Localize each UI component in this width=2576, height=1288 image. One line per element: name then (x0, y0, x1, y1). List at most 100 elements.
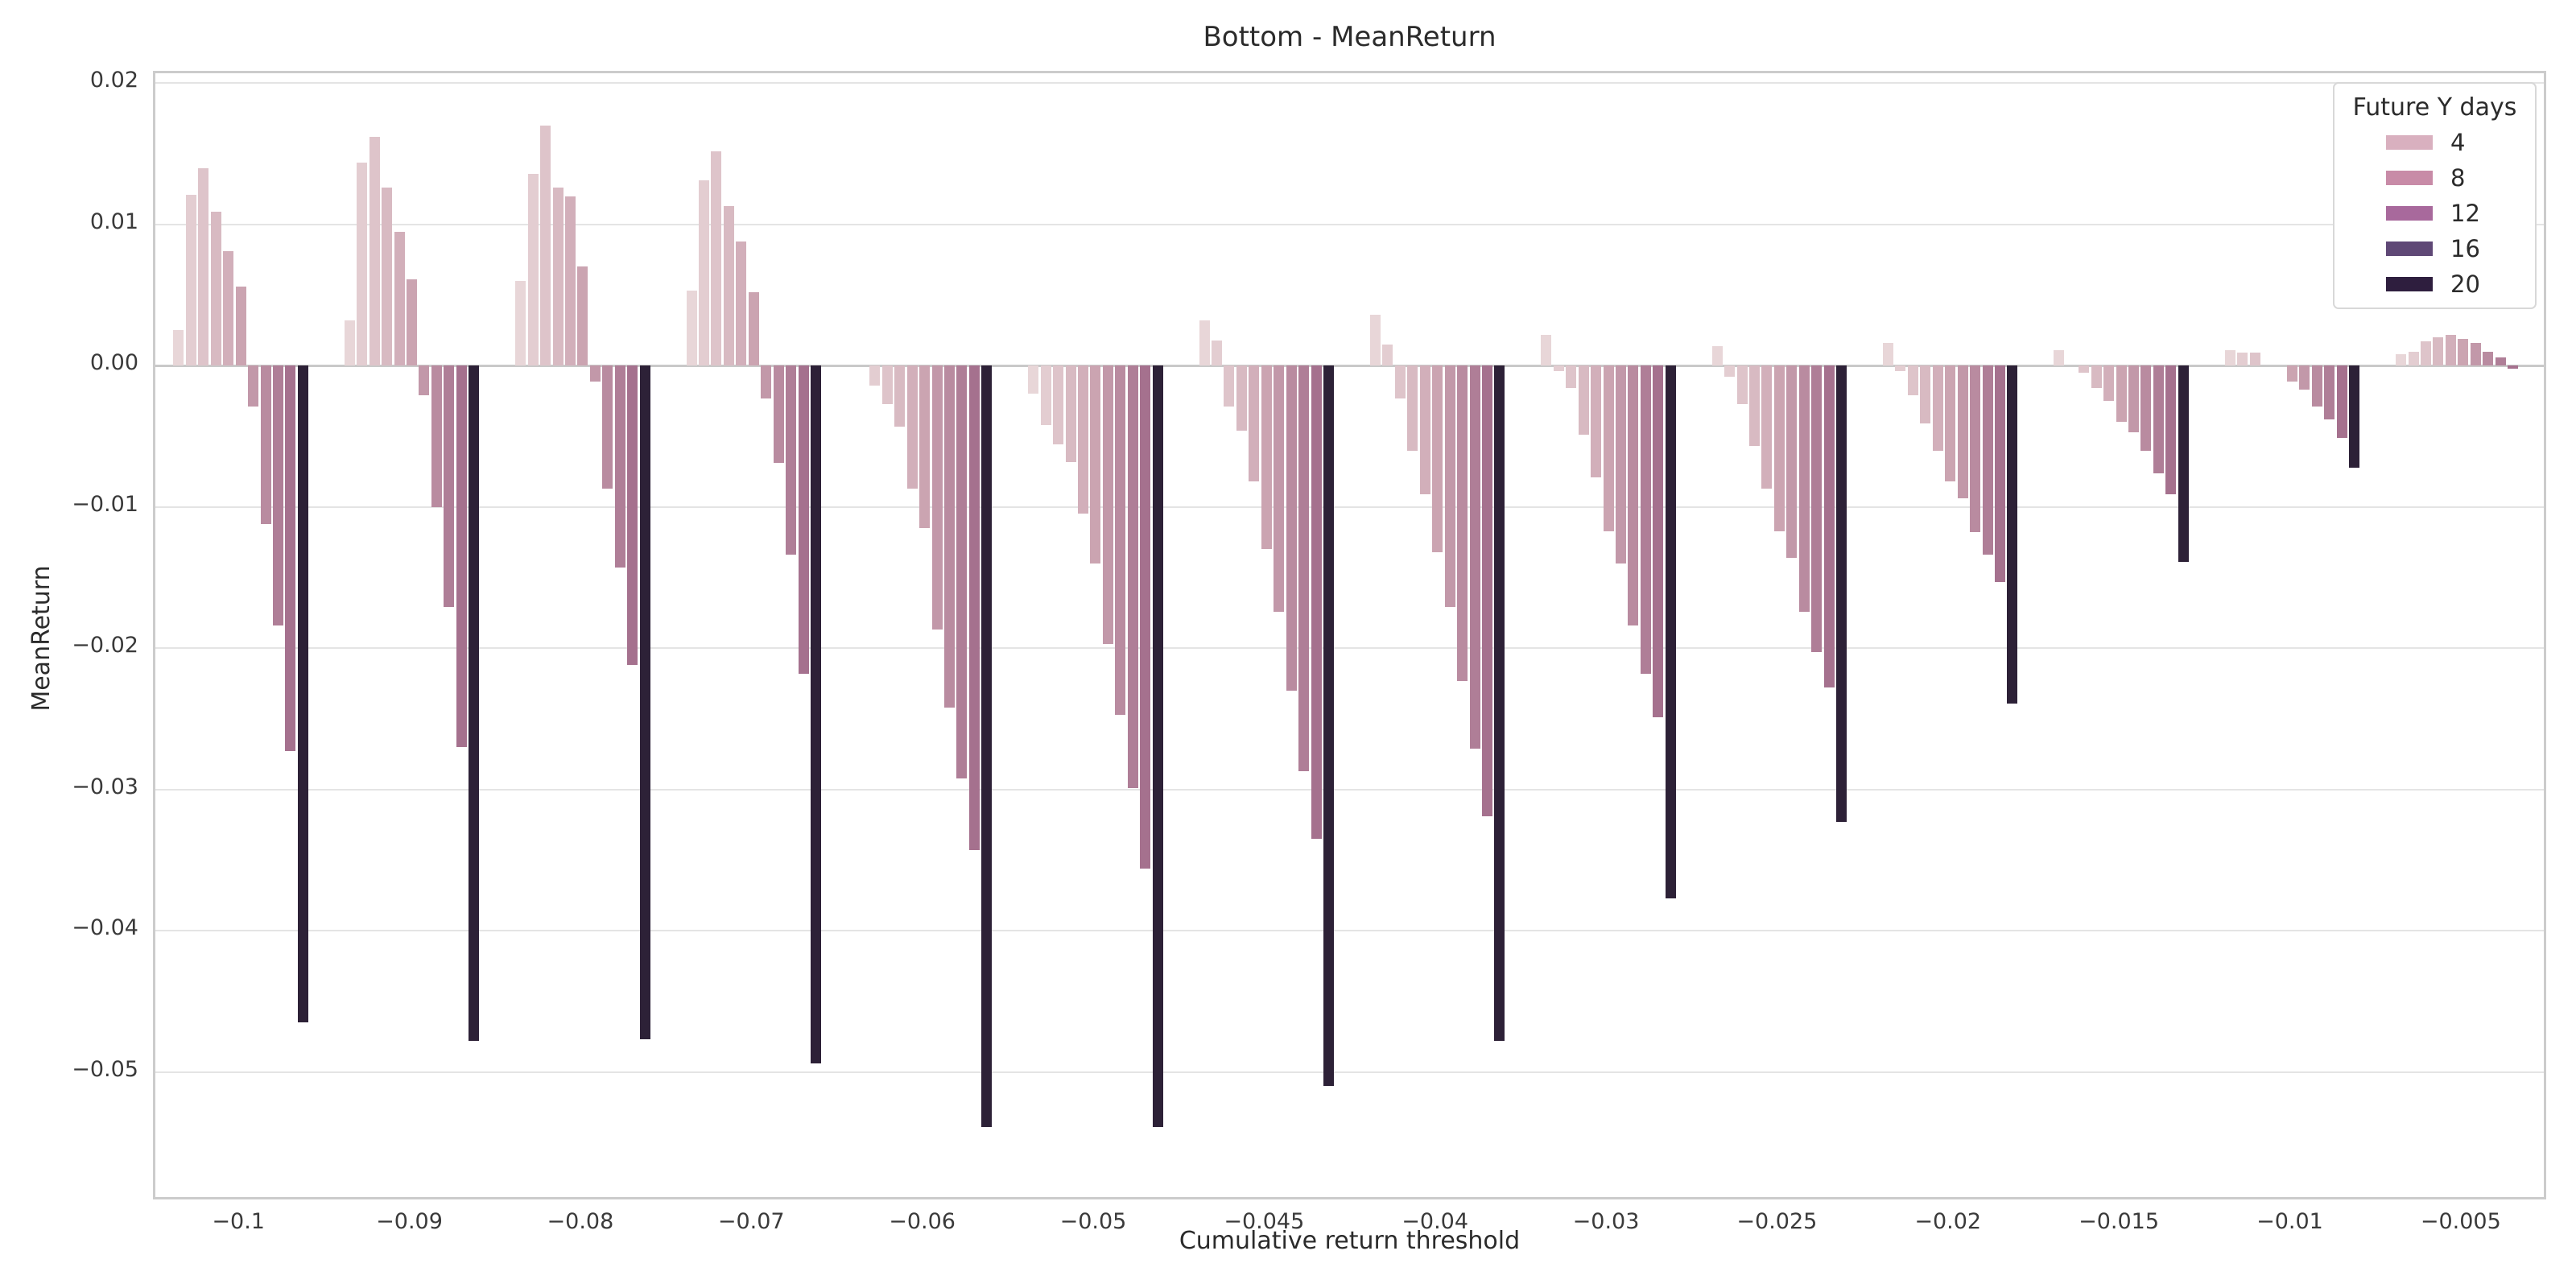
bar (1761, 365, 1773, 489)
bar (273, 365, 283, 626)
bar (1274, 365, 1285, 612)
bar (1798, 365, 1810, 612)
bar (723, 205, 734, 366)
legend-entry: 4 (2334, 130, 2535, 155)
legend-entry-label: 12 (2450, 200, 2480, 227)
bar (1028, 365, 1039, 394)
bar (260, 365, 271, 524)
bar (1640, 365, 1651, 674)
bar (1653, 365, 1664, 718)
bar (469, 365, 480, 1041)
bar (1102, 365, 1113, 644)
bar (1578, 365, 1589, 436)
plot-area (153, 71, 2546, 1199)
bar (1566, 365, 1577, 389)
bar (2324, 365, 2335, 419)
legend-entry-label: 8 (2450, 164, 2466, 192)
bar (552, 188, 564, 366)
bar (2458, 338, 2469, 366)
bar (1945, 365, 1956, 482)
bar (2103, 365, 2115, 402)
legend: Future Y days 4 8 12 16 20 (2333, 82, 2537, 309)
bar (407, 279, 418, 366)
bar (1369, 315, 1381, 366)
gridline (155, 223, 2544, 225)
bar (1541, 334, 1552, 366)
bar (1199, 320, 1210, 366)
bar (2508, 365, 2519, 369)
legend-swatch (2386, 242, 2433, 256)
y-tick-label: −0.01 (72, 491, 138, 517)
bar (1724, 365, 1736, 378)
bar (344, 320, 355, 366)
bar (2054, 349, 2065, 366)
bar (431, 365, 442, 507)
bar (1749, 365, 1760, 447)
bar (1394, 365, 1406, 398)
x-tick-label: −0.1 (212, 1209, 265, 1234)
bar (1773, 365, 1785, 531)
bar (1995, 365, 2006, 582)
bar (2299, 365, 2310, 390)
x-tick-label: −0.06 (889, 1209, 956, 1234)
legend-entry: 20 (2334, 272, 2535, 296)
bar (1494, 365, 1505, 1041)
bar (1286, 365, 1297, 691)
bar (2408, 351, 2419, 366)
bar (2140, 365, 2152, 451)
bar (810, 365, 821, 1064)
bar (2336, 365, 2347, 438)
bar (1615, 365, 1626, 564)
bar (357, 162, 368, 366)
x-tick-label: −0.05 (1059, 1209, 1127, 1234)
bar (444, 365, 455, 608)
bar (2116, 365, 2127, 423)
legend-entry-label: 16 (2450, 235, 2480, 262)
bar (639, 365, 650, 1040)
bar (943, 365, 955, 708)
zero-gridline (155, 365, 2544, 368)
legend-entry: 8 (2334, 166, 2535, 190)
bar (248, 365, 259, 407)
bar (1907, 365, 1918, 396)
bar (1481, 365, 1492, 816)
bar (2396, 354, 2407, 366)
x-tick-label: −0.005 (2420, 1209, 2501, 1234)
y-tick-label: 0.00 (89, 350, 138, 376)
bar (1065, 365, 1076, 462)
bar (1382, 344, 1393, 366)
legend-swatch (2386, 206, 2433, 221)
bar (761, 365, 772, 398)
bar (2178, 365, 2189, 563)
bar (2420, 341, 2431, 366)
bar (2483, 351, 2494, 366)
gridline (155, 930, 2544, 932)
bar (602, 365, 613, 489)
bar (894, 365, 906, 427)
x-tick-label: −0.025 (1736, 1209, 1818, 1234)
bar (1298, 365, 1310, 771)
bar (1957, 365, 1968, 499)
bar (2470, 343, 2481, 366)
bar (2445, 334, 2456, 366)
bar (1432, 365, 1443, 552)
bar (798, 365, 809, 674)
bar (1970, 365, 1981, 533)
bar (748, 291, 759, 366)
bar (1883, 343, 1894, 366)
bar (515, 280, 526, 366)
bar (394, 231, 405, 366)
bar (1152, 365, 1163, 1127)
bar (981, 365, 993, 1127)
bar (968, 365, 980, 851)
bar (1982, 365, 1993, 555)
legend-swatch (2386, 277, 2433, 291)
gridline (155, 788, 2544, 791)
bar (686, 291, 697, 366)
bar (1811, 365, 1823, 653)
legend-entry: 12 (2334, 201, 2535, 225)
bar (1212, 340, 1223, 366)
bar (1249, 365, 1260, 482)
bar (2007, 365, 2018, 704)
